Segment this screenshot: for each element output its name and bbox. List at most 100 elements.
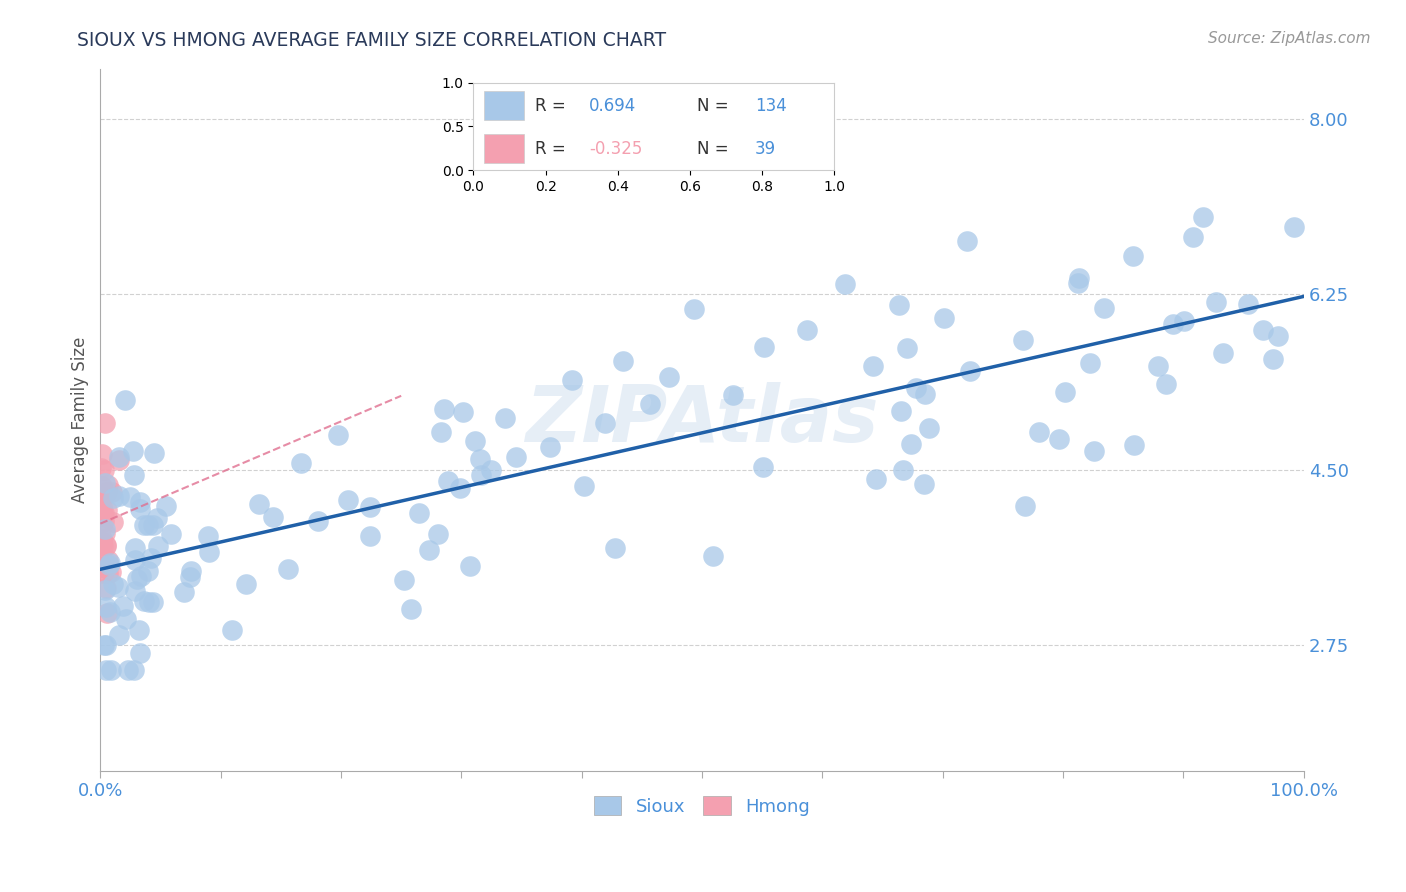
Point [479,463,502,477]
Point [752,460,775,475]
Point [1205,294,1227,309]
Point [754,340,776,354]
Point [97,566,120,581]
Point [1080,356,1102,370]
Point [1147,359,1170,373]
Point [561,373,583,387]
Point [449,481,471,495]
Point [93,462,115,476]
Point [93,476,115,491]
Point [1047,432,1070,446]
Point [148,539,170,553]
Point [101,576,124,591]
Point [277,561,299,575]
Point [122,664,145,678]
Point [141,518,163,533]
Point [1092,301,1115,315]
Point [959,364,981,378]
Point [108,489,131,503]
Point [796,323,818,337]
Point [94,417,117,431]
Point [90,507,112,521]
Point [138,595,160,609]
Point [142,595,165,609]
Point [180,564,202,578]
Point [891,463,914,477]
Point [124,584,146,599]
Point [91,499,114,513]
Point [101,515,124,529]
Point [914,387,936,401]
Point [1011,334,1033,348]
Point [494,411,516,425]
Point [896,341,918,355]
Point [468,452,491,467]
Point [394,573,416,587]
Point [426,527,449,541]
Point [290,456,312,470]
Point [179,569,201,583]
Point [94,581,117,595]
Point [464,434,486,448]
Point [307,515,329,529]
Point [221,624,243,638]
Point [97,478,120,492]
Point [132,518,155,533]
Point [94,599,117,614]
Point [1067,277,1090,291]
Point [107,580,129,594]
Point [889,298,911,312]
Point [91,518,114,533]
Point [107,628,129,642]
Point [418,542,440,557]
Point [93,638,115,652]
Point [94,539,117,553]
Point [96,538,118,552]
Point [593,417,616,431]
Point [100,484,122,499]
Point [155,500,177,514]
Point [94,638,117,652]
Point [124,541,146,556]
Point [136,517,159,532]
Point [198,544,221,558]
Point [100,565,122,579]
Point [682,301,704,316]
Point [93,514,115,528]
Point [100,605,122,619]
Point [430,425,453,439]
Point [399,601,422,615]
Point [97,552,120,566]
Point [956,234,979,248]
Point [1014,500,1036,514]
Point [114,392,136,407]
Point [129,495,152,509]
Point [1267,329,1289,343]
Point [96,664,118,678]
Point [1251,323,1274,337]
Point [111,599,134,613]
Point [505,450,527,465]
Point [436,475,458,489]
Text: ZIPAtlas: ZIPAtlas [526,382,879,458]
Point [1192,211,1215,225]
Point [97,558,120,573]
Point [912,477,935,491]
Point [905,381,928,395]
Point [160,527,183,541]
Point [197,529,219,543]
Point [91,491,114,505]
Point [890,404,912,418]
Point [934,310,956,325]
Point [433,401,456,416]
Point [1182,230,1205,244]
Point [132,594,155,608]
Point [91,535,114,549]
Point [90,460,112,475]
Point [328,428,350,442]
Point [96,485,118,500]
Legend: Sioux, Hmong: Sioux, Hmong [585,788,818,825]
Point [865,472,887,486]
Point [574,479,596,493]
Point [918,421,941,435]
